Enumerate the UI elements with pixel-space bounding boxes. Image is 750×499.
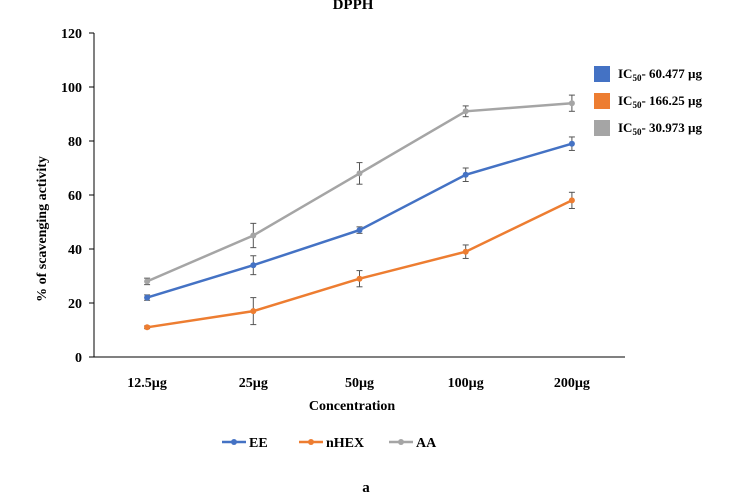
y-tick-label: 120 [61, 27, 82, 42]
series-line [146, 101, 572, 283]
chart-title: DPPH [333, 0, 374, 13]
legend-item-ee: EE [222, 436, 268, 451]
x-tick-label: 12.5µg [127, 376, 167, 391]
legend-marker [308, 439, 314, 445]
data-point [250, 262, 257, 269]
annotation-swatch [594, 93, 610, 109]
x-tick-label: 200µg [554, 376, 590, 391]
legend-marker [231, 439, 237, 445]
annotation-text: IC50- 30.973 µg [618, 120, 703, 137]
data-point [356, 227, 363, 234]
legend-label: AA [416, 436, 437, 451]
annotation-text: IC50- 60.477 µg [618, 66, 703, 83]
y-tick-label: 100 [61, 81, 82, 96]
legend: EE nHEX AA [222, 436, 437, 451]
data-point [144, 294, 151, 301]
y-tick-label: 60 [68, 189, 82, 204]
legend-label: nHEX [326, 436, 364, 451]
annotation-swatch [594, 66, 610, 82]
legend-item-nhex: nHEX [299, 436, 364, 451]
data-point [462, 171, 469, 178]
annotation-text: IC50- 166.25 µg [618, 93, 703, 110]
data-point [356, 170, 363, 177]
data-point [568, 197, 575, 204]
data-point [144, 278, 151, 285]
data-point [462, 108, 469, 115]
y-tick-label: 80 [68, 135, 82, 150]
x-tick-label: 100µg [448, 376, 484, 391]
plot-area: 0 20 40 60 80 100 120 12.5µg 25µg 50µg 100µg 200µg [61, 27, 625, 391]
ic50-annotations: IC50- 60.477 µg IC50- 166.25 µg IC50- 30.9… [594, 66, 703, 137]
series-line [146, 199, 573, 329]
legend-item-aa: AA [389, 436, 437, 451]
x-axis-label: Concentration [309, 399, 396, 414]
x-tick-label: 25µg [239, 376, 268, 391]
series-ee [144, 136, 575, 301]
y-tick-label: 40 [68, 243, 82, 258]
series-aa [144, 94, 575, 286]
y-axis-label: % of scavenging activity [35, 156, 50, 302]
series-nhex [144, 191, 575, 331]
panel-label: a [362, 480, 370, 496]
data-point [568, 140, 575, 147]
legend-marker [398, 439, 404, 445]
data-point [250, 308, 257, 315]
y-tick-label: 20 [68, 297, 82, 312]
legend-label: EE [249, 436, 268, 451]
data-point [250, 232, 257, 239]
data-point [568, 100, 575, 107]
x-tick-label: 50µg [345, 376, 374, 391]
data-point [144, 324, 151, 331]
data-point [356, 275, 363, 282]
annotation-swatch [594, 120, 610, 136]
data-point [462, 248, 469, 255]
y-tick-label: 0 [75, 351, 82, 366]
